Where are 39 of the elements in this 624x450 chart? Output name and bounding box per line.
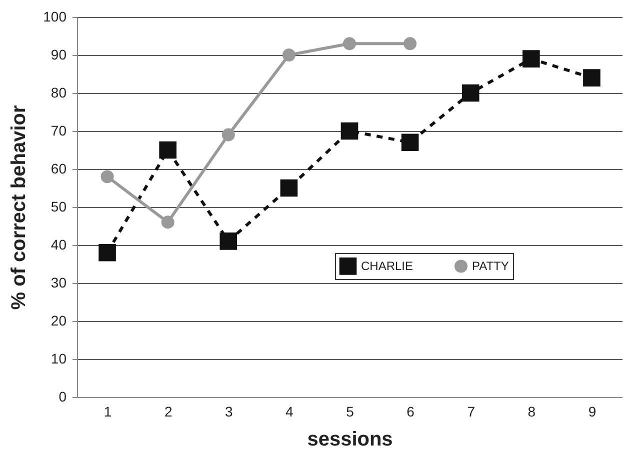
point (100, 170, 114, 184)
point (98, 244, 116, 262)
point (280, 179, 298, 197)
point (159, 141, 176, 159)
y-tick-label: 70 (50, 122, 67, 138)
x-tick-label: 6 (406, 404, 415, 420)
point (522, 50, 540, 68)
point (462, 84, 480, 102)
x-tick-label: 9 (588, 404, 596, 420)
x-tick-label: 4 (286, 404, 294, 420)
y-tick-label: 80 (50, 84, 67, 100)
point (342, 37, 356, 50)
y-tick-label: 100 (43, 8, 67, 24)
point (404, 37, 417, 50)
legend-label: PATTY (472, 259, 509, 274)
legend-label: CHARLIE (361, 259, 414, 274)
x-tick-label: 2 (164, 404, 172, 420)
y-tick-label: 40 (50, 236, 67, 252)
point (222, 128, 235, 142)
x-axis-title: sessions (307, 428, 393, 450)
x-tick-label: 1 (104, 404, 112, 420)
x-tick-label: 3 (224, 404, 233, 420)
point (220, 232, 238, 250)
y-tick-label: 50 (50, 198, 67, 214)
y-tick-label: 60 (50, 160, 67, 176)
point (401, 134, 419, 152)
y-tick-label: 10 (50, 350, 67, 366)
x-tick-label: 7 (467, 404, 476, 420)
y-axis-title: % of correct behavior (8, 105, 30, 310)
y-tick-label: 20 (50, 312, 67, 328)
point (161, 216, 174, 229)
x-tick-label: 8 (528, 404, 536, 420)
point (282, 48, 296, 62)
y-tick-label: 30 (50, 274, 67, 290)
x-tick-label: 5 (346, 404, 354, 420)
point (340, 122, 358, 140)
y-tick-label: 90 (50, 46, 67, 62)
point (583, 69, 600, 86)
y-tick-label: 0 (58, 388, 67, 404)
